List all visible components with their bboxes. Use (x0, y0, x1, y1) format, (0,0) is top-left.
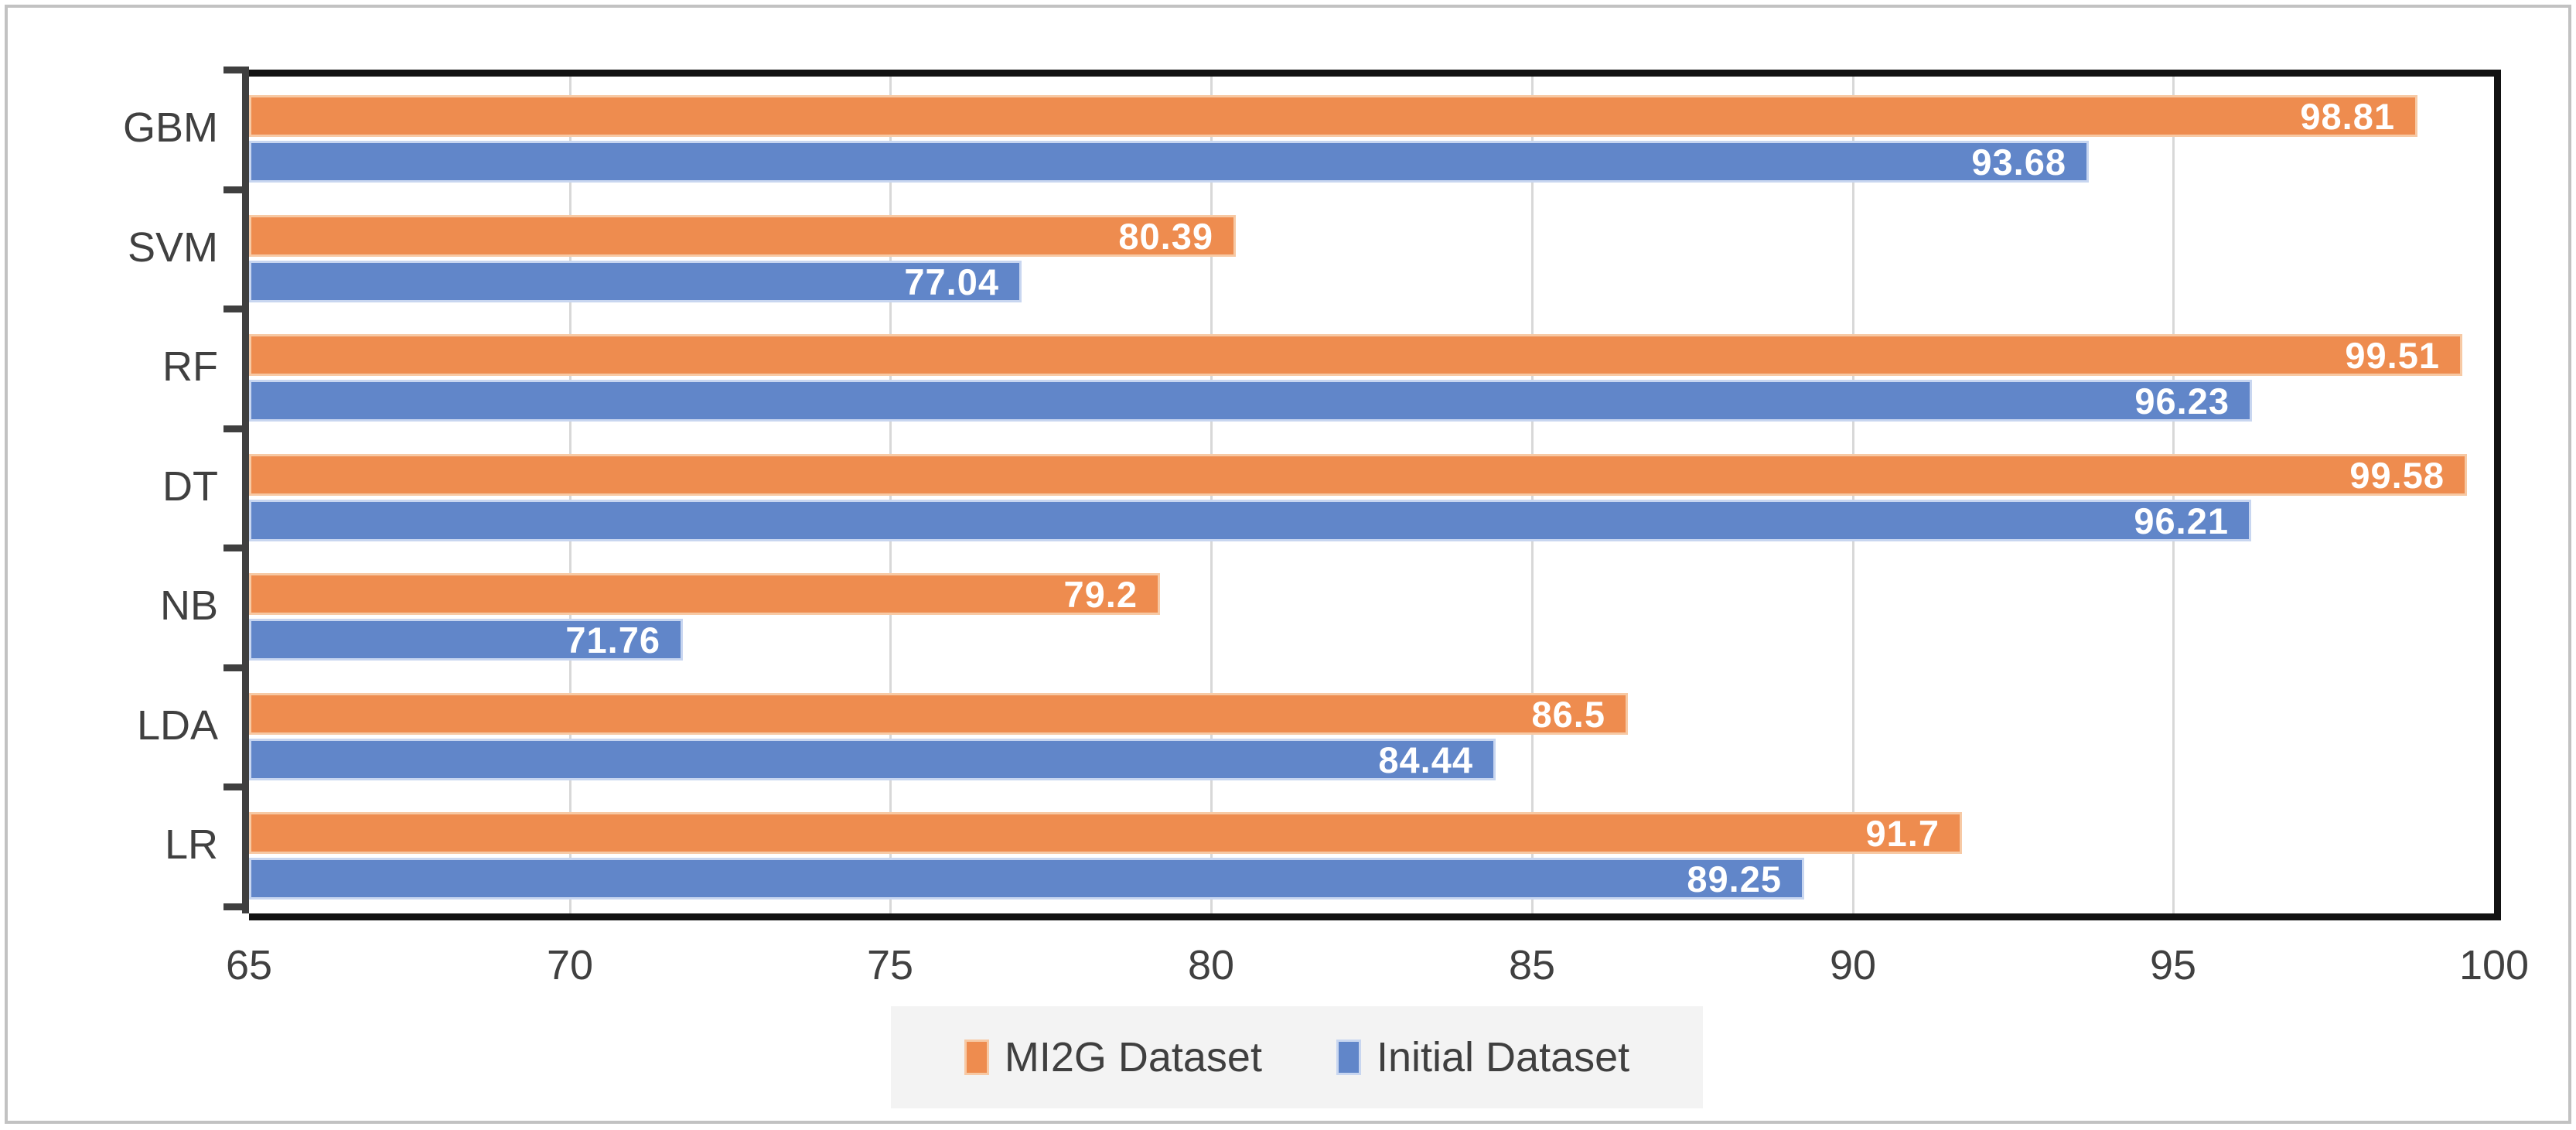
legend-item-mi2g-dataset: MI2G Dataset (964, 1033, 1262, 1081)
bar-value-label: 96.23 (2134, 380, 2230, 422)
bar-mi2g-dataset-dt: 99.58 (249, 454, 2467, 496)
bar-value-label: 84.44 (1378, 739, 1473, 780)
legend-swatch-mi2g-dataset (964, 1040, 989, 1075)
bar-mi2g-dataset-rf: 99.51 (249, 334, 2462, 376)
y-axis-tick (223, 67, 243, 73)
y-axis-tick (223, 783, 243, 790)
category-label-rf: RF (162, 343, 218, 390)
legend-label: MI2G Dataset (1004, 1034, 1262, 1080)
bar-mi2g-dataset-gbm: 98.81 (249, 95, 2417, 137)
x-tick-label-70: 70 (546, 942, 594, 988)
x-tick-label-85: 85 (1508, 942, 1556, 988)
bar-mi2g-dataset-svm: 80.39 (249, 215, 1236, 257)
y-axis-tick (223, 903, 243, 910)
category-label-nb: NB (159, 582, 218, 629)
bar-value-label: 98.81 (2300, 95, 2395, 137)
y-axis-tick (223, 545, 243, 551)
x-tick-label-80: 80 (1187, 942, 1235, 988)
legend-swatch-initial-dataset (1336, 1040, 1361, 1075)
bar-mi2g-dataset-nb: 79.2 (249, 573, 1160, 615)
bar-value-label: 79.2 (1063, 573, 1138, 615)
y-axis-tick (223, 664, 243, 671)
legend-item-initial-dataset: Initial Dataset (1336, 1033, 1629, 1081)
bar-value-label: 96.21 (2134, 500, 2229, 541)
bar-value-label: 80.39 (1118, 215, 1213, 257)
bar-initial-dataset-rf: 96.23 (249, 380, 2252, 422)
legend-label: Initial Dataset (1376, 1034, 1630, 1080)
y-axis-line (242, 67, 249, 913)
legend: MI2G Dataset Initial Dataset (891, 1006, 1703, 1108)
plot-area: 98.81 93.68 80.39 77.04 99.51 96.23 99.58 96.21… (249, 70, 2501, 920)
bar-value-label: 99.58 (2349, 454, 2445, 496)
bar-value-label: 99.51 (2345, 334, 2440, 376)
bar-initial-dataset-dt: 96.21 (249, 500, 2251, 541)
category-label-lda: LDA (136, 702, 218, 749)
y-axis-tick (223, 306, 243, 312)
y-axis-tick (223, 186, 243, 193)
bar-initial-dataset-svm: 77.04 (249, 261, 1022, 302)
bar-initial-dataset-lr: 89.25 (249, 858, 1804, 900)
bar-mi2g-dataset-lda: 86.5 (249, 693, 1628, 735)
bar-value-label: 71.76 (565, 619, 660, 661)
y-axis-tick (223, 425, 243, 432)
bar-value-label: 93.68 (1971, 141, 2066, 183)
category-label-gbm: GBM (122, 104, 218, 151)
category-label-lr: LR (164, 821, 218, 868)
x-tick-label-75: 75 (866, 942, 914, 988)
bar-initial-dataset-lda: 84.44 (249, 739, 1496, 780)
x-tick-label-95: 95 (2149, 942, 2197, 988)
category-label-svm: SVM (127, 224, 218, 271)
bar-mi2g-dataset-lr: 91.7 (249, 812, 1962, 854)
x-tick-label-90: 90 (1829, 942, 1877, 988)
category-label-dt: DT (162, 463, 218, 510)
bar-value-label: 89.25 (1687, 858, 1782, 900)
bar-value-label: 77.04 (904, 261, 999, 302)
bar-initial-dataset-nb: 71.76 (249, 619, 683, 661)
bar-value-label: 91.7 (1865, 812, 1940, 854)
x-tick-label-100: 100 (2458, 942, 2530, 988)
bar-initial-dataset-gbm: 93.68 (249, 141, 2089, 183)
x-tick-label-65: 65 (225, 942, 273, 988)
bar-value-label: 86.5 (1531, 693, 1605, 735)
